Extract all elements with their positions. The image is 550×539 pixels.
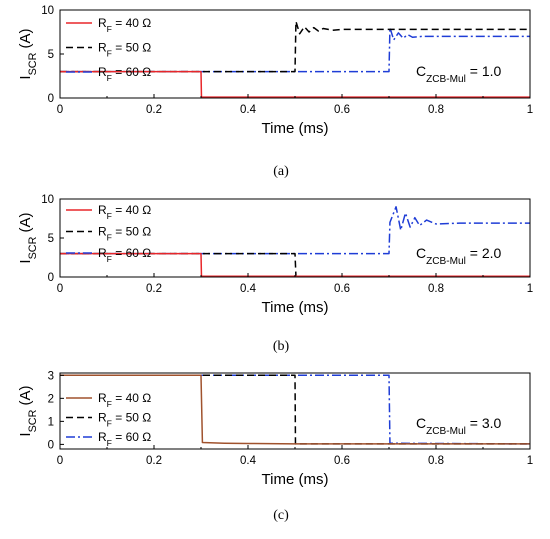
panel-annotation: CZCB-Mul = 1.0 — [416, 63, 502, 85]
panel-caption: (c) — [273, 508, 289, 523]
x-tick-label: 0.4 — [240, 104, 257, 116]
x-tick-label: 0 — [57, 283, 63, 295]
x-tick-label: 0 — [57, 455, 63, 467]
x-tick-label: 0.2 — [146, 104, 162, 116]
y-tick-label: 0 — [48, 93, 54, 105]
x-tick-label: 0.6 — [334, 283, 350, 295]
legend-label: RF = 50 Ω — [98, 41, 151, 59]
legend-label: RF = 50 Ω — [98, 225, 151, 243]
series-group — [60, 206, 530, 277]
x-axis-label: Time (ms) — [262, 471, 329, 488]
x-tick-label: 1 — [527, 455, 533, 467]
x-tick-label: 0.2 — [146, 455, 162, 467]
x-tick-label: 0.6 — [334, 455, 350, 467]
x-tick-label: 0.6 — [334, 104, 350, 116]
y-axis-label: ISCR (A) — [17, 28, 39, 79]
y-tick-label: 0 — [48, 272, 54, 284]
series-line — [60, 206, 530, 255]
series-line — [60, 252, 530, 277]
x-tick-label: 0.8 — [428, 104, 444, 116]
series-line — [60, 26, 530, 73]
y-tick-label: 5 — [48, 233, 54, 245]
y-tick-label: 3 — [48, 370, 54, 382]
series-line — [60, 70, 530, 98]
x-tick-label: 0.8 — [428, 455, 444, 467]
panel-caption: (b) — [273, 339, 290, 354]
legend-label: RF = 50 Ω — [98, 411, 151, 429]
series-line — [60, 20, 530, 73]
legend-label: RF = 40 Ω — [98, 203, 151, 221]
panel-caption: (a) — [273, 164, 289, 179]
y-tick-label: 2 — [48, 393, 54, 405]
y-tick-label: 10 — [41, 5, 54, 17]
legend-label: RF = 40 Ω — [98, 391, 151, 409]
y-tick-label: 5 — [48, 49, 54, 61]
y-axis-label: ISCR (A) — [17, 385, 39, 436]
y-tick-label: 0 — [48, 439, 54, 451]
series-group — [60, 374, 530, 445]
series-group — [60, 20, 530, 98]
y-axis-label: ISCR (A) — [17, 212, 39, 263]
x-axis-label: Time (ms) — [262, 120, 329, 137]
legend-label: RF = 60 Ω — [98, 430, 151, 448]
legend-label: RF = 40 Ω — [98, 16, 151, 34]
legend-label: RF = 60 Ω — [98, 65, 151, 83]
x-axis-label: Time (ms) — [262, 299, 329, 316]
panel-annotation: CZCB-Mul = 2.0 — [416, 245, 502, 267]
chart-panel-c: 0 0.2 0.4 0.6 0.8 1 0 1 2 3 Time (ms) ISCR (A) RF = … — [17, 370, 533, 523]
x-tick-label: 0 — [57, 104, 63, 116]
y-tick-label: 1 — [48, 416, 54, 428]
x-tick-label: 1 — [527, 283, 533, 295]
x-tick-label: 0.4 — [240, 455, 257, 467]
y-tick-label: 10 — [41, 194, 54, 206]
x-tick-label: 0.4 — [240, 283, 257, 295]
legend-label: RF = 60 Ω — [98, 246, 151, 264]
x-tick-label: 0.8 — [428, 283, 444, 295]
panel-annotation: CZCB-Mul = 3.0 — [416, 415, 502, 437]
series-line — [60, 374, 530, 445]
x-tick-label: 1 — [527, 104, 533, 116]
x-tick-label: 0.2 — [146, 283, 162, 295]
